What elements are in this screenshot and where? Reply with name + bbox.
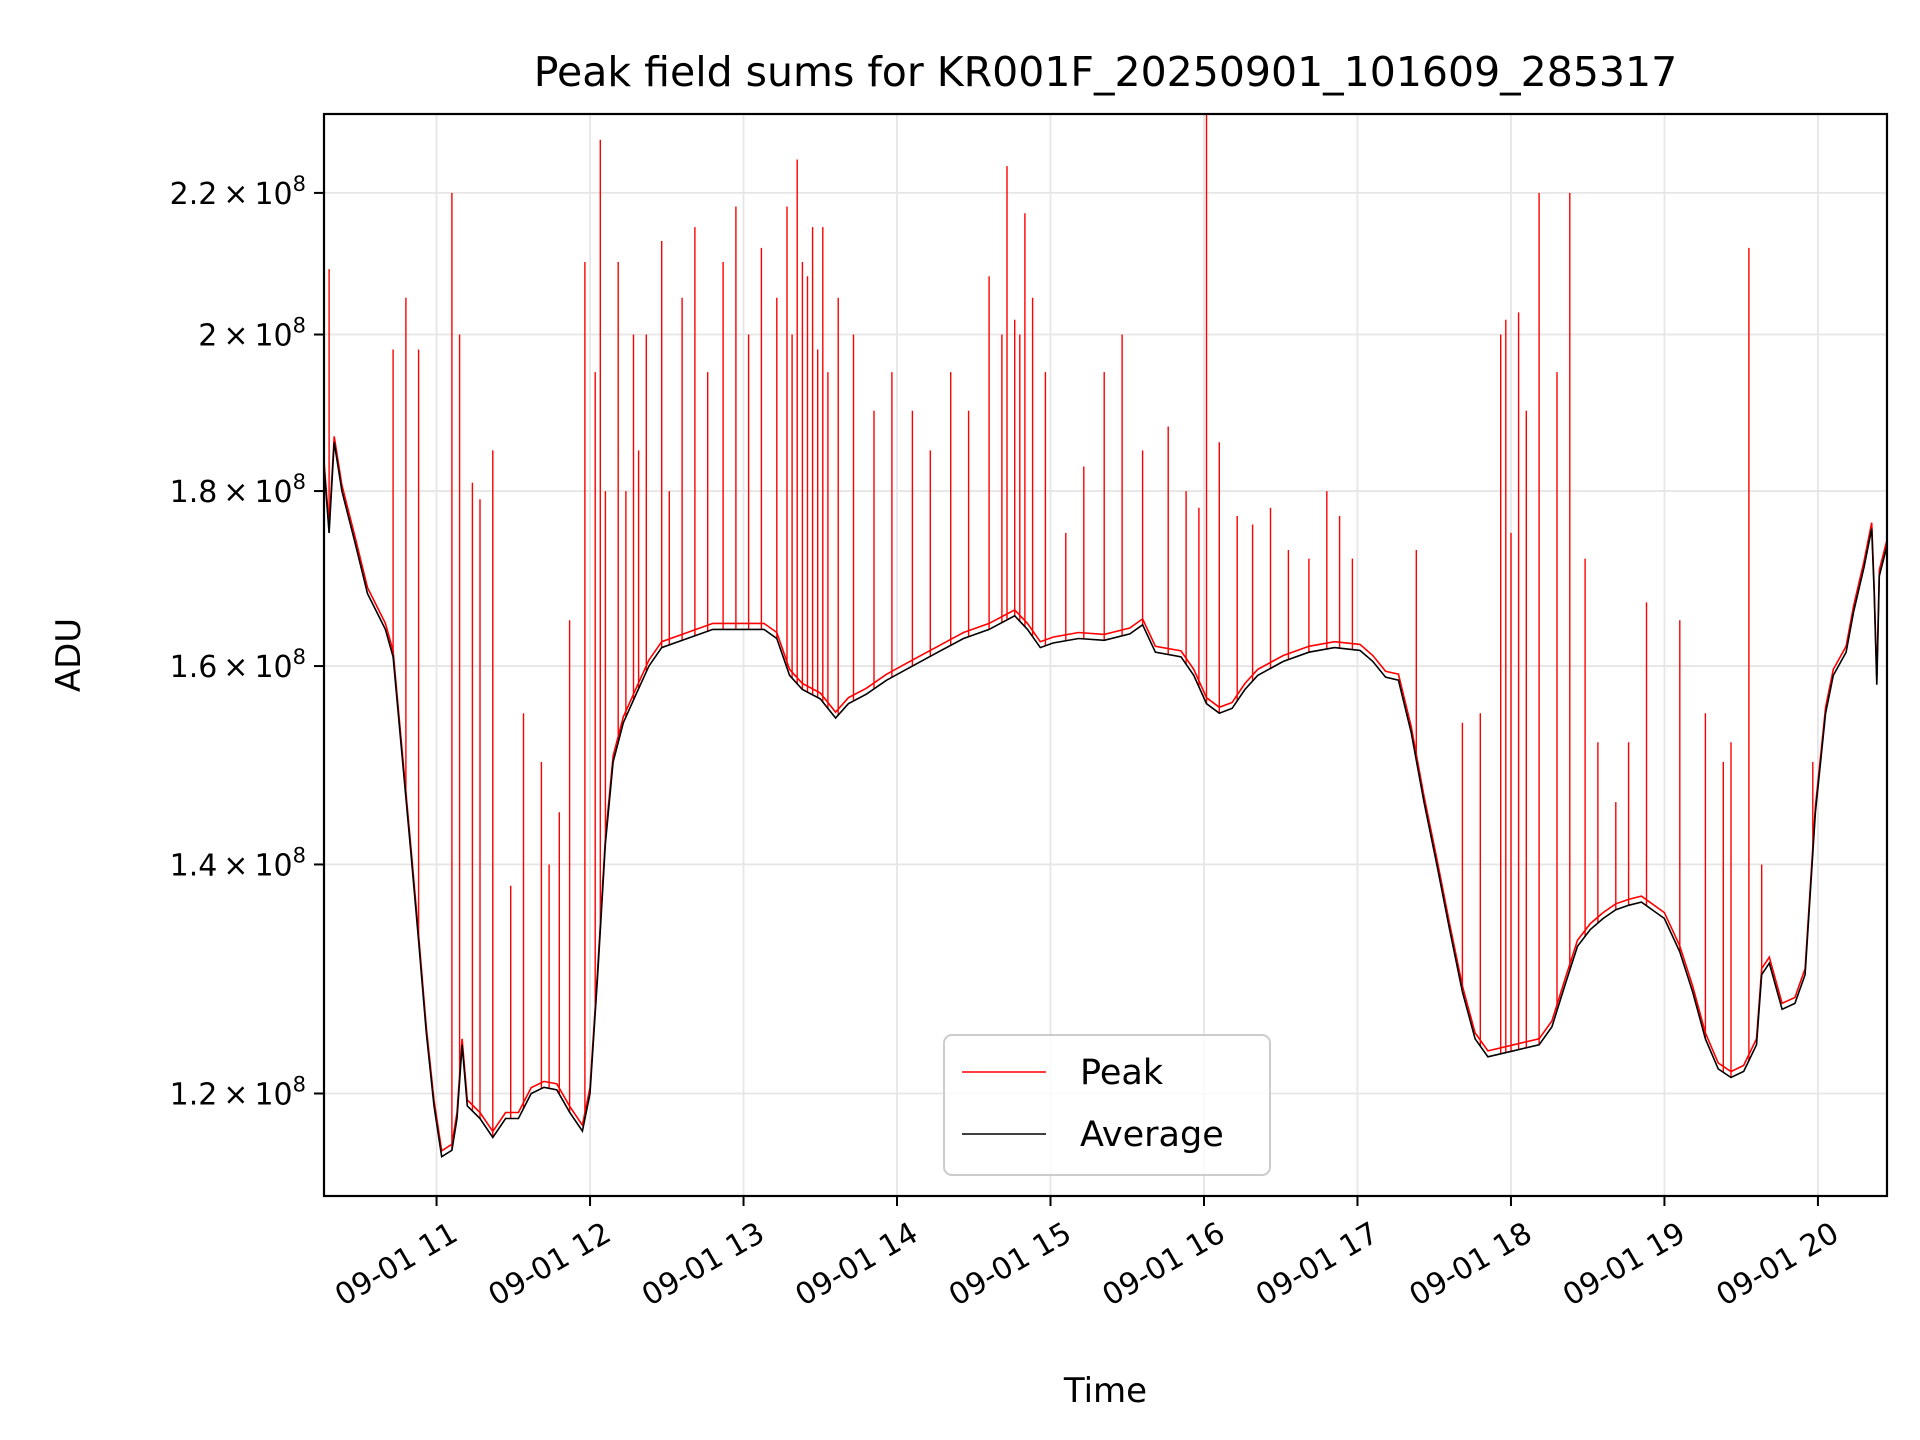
legend-box bbox=[943, 1034, 1271, 1176]
legend-label-peak: Peak bbox=[1080, 1053, 1164, 1093]
series-layer bbox=[324, 114, 1887, 1159]
y-tick-label: 1.4 × 108 bbox=[170, 844, 306, 884]
y-tick-label: 1.2 × 108 bbox=[170, 1073, 306, 1113]
x-axis-label: Time bbox=[1063, 1371, 1147, 1411]
series-average-line bbox=[324, 442, 1887, 1159]
y-tick-label: 2.2 × 108 bbox=[170, 172, 306, 212]
legend: Peak Average bbox=[943, 1034, 1271, 1176]
legend-label-average: Average bbox=[1080, 1115, 1224, 1155]
chart-title: Peak field sums for KR001F_20250901_1016… bbox=[534, 48, 1677, 96]
y-axis: 1.2 × 108 1.4 × 108 1.6 × 108 1.8 × 108 2 × … bbox=[170, 172, 324, 1113]
y-tick-label: 2 × 108 bbox=[198, 314, 306, 354]
y-tick-label: 1.6 × 108 bbox=[170, 645, 306, 685]
plot-frame bbox=[322, 112, 1889, 1198]
y-axis-label: ADU bbox=[49, 618, 89, 692]
series-peak-baseline bbox=[324, 436, 1887, 1153]
y-tick-label: 1.8 × 108 bbox=[170, 470, 306, 510]
